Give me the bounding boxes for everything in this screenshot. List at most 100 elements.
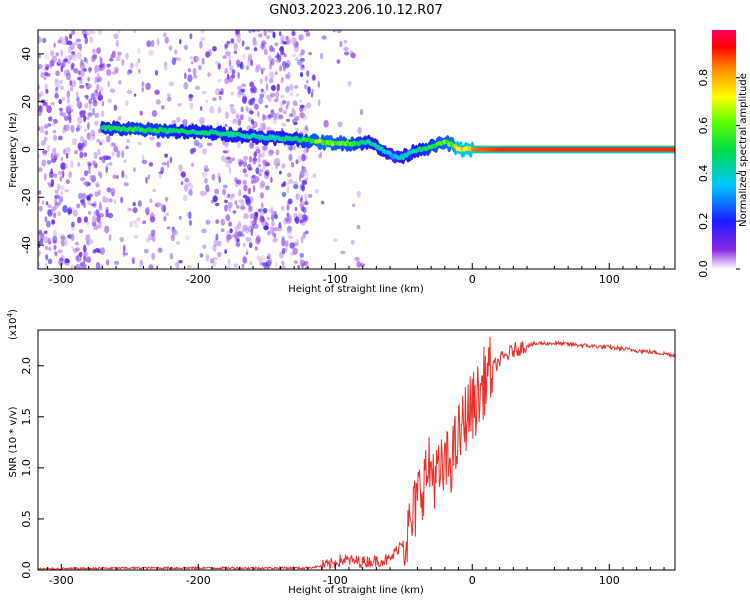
noise-blob [114,260,120,266]
noise-blob [69,33,73,38]
noise-blob [262,145,268,151]
noise-blob [249,141,255,149]
noise-blob [278,107,283,113]
noise-blob [209,105,215,114]
ridge-point [672,147,675,152]
noise-blob [285,104,289,110]
noise-blob [90,174,96,181]
noise-blob [240,106,244,113]
noise-blob [281,236,285,240]
noise-blob [71,30,76,35]
noise-blob [296,93,299,97]
noise-blob [226,230,231,239]
noise-blob [221,188,227,196]
noise-blob [205,219,211,225]
noise-blob [44,245,49,250]
noise-blob [250,142,254,148]
noise-blob [38,105,42,112]
noise-blob [299,99,302,103]
noise-blob [98,86,104,92]
noise-blob [83,114,86,123]
noise-blob [212,195,218,203]
noise-blob [280,51,285,55]
noise-blob [216,122,220,127]
noise-blob [51,121,55,126]
noise-blob [237,85,243,91]
noise-blob [44,236,49,244]
noise-blob [162,32,167,38]
noise-blob [85,180,89,188]
noise-blob [68,33,73,40]
noise-blob [71,52,76,57]
noise-blob [266,216,270,221]
colorbar-tick-label: 0.6 [697,117,710,135]
noise-blob [291,30,296,35]
noise-blob [200,30,205,34]
noise-blob [79,61,83,67]
noise-blob [154,89,160,95]
noise-blob [84,94,89,99]
noise-blob [301,184,305,192]
noise-blob [318,153,322,159]
noise-blob [271,47,276,52]
noise-blob [58,194,61,201]
noise-blob [271,211,275,216]
noise-blob [288,235,294,240]
noise-blob [60,62,65,69]
noise-blob [302,114,308,121]
noise-blob [115,55,121,62]
noise-blob [132,201,136,207]
noise-blob [286,187,290,193]
noise-blob [131,257,135,265]
noise-blob [286,225,292,233]
noise-blob [90,93,95,101]
colorbar-tick-label: 0.4 [697,165,710,183]
noise-blob [292,180,298,186]
noise-blob [248,242,253,249]
noise-blob [304,193,308,200]
noise-blob [299,200,305,208]
colorbar-tick-label: 0.8 [697,69,710,87]
noise-blob [265,83,269,91]
noise-blob [259,78,264,85]
spectrogram-ridge [100,120,675,165]
noise-blob [72,209,78,217]
noise-blob [67,60,71,64]
noise-blob [68,171,72,179]
noise-blob [99,172,103,179]
noise-blob [151,110,158,117]
noise-blob [47,204,52,209]
noise-blob [242,179,247,185]
noise-blob [285,218,291,224]
noise-blob [156,202,162,207]
noise-blob [236,113,240,120]
noise-blob [332,238,338,242]
noise-blob [72,248,78,254]
noise-blob [123,182,129,187]
noise-blob [201,171,208,177]
noise-blob [359,263,366,268]
noise-blob [239,61,244,70]
noise-blob [281,76,284,82]
noise-blob [41,159,47,167]
noise-blob [286,118,290,123]
noise-blob [303,172,309,177]
noise-blob [286,230,292,238]
noise-blob [215,219,220,224]
noise-blob [93,151,98,160]
noise-blob [170,234,175,242]
noise-blob [99,141,102,146]
noise-blob [224,199,228,204]
noise-blob [226,40,231,45]
noise-blob [205,165,209,172]
noise-blob [214,202,220,207]
noise-blob [285,36,290,45]
y-tick-label: 2.0 [20,357,33,375]
noise-blob [85,83,91,90]
noise-blob [60,36,65,45]
noise-blob [106,63,111,68]
noise-blob [60,190,64,196]
noise-blob [217,106,222,114]
noise-blob [350,52,356,59]
noise-blob [59,79,63,85]
